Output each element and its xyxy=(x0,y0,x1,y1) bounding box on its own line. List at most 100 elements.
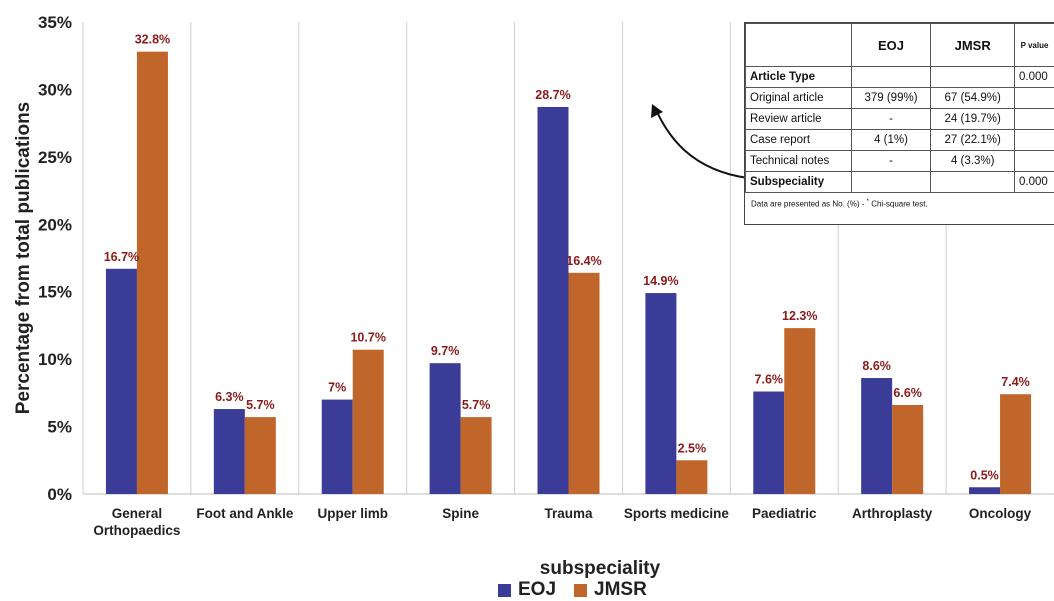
data-label-jmsr-paediatric: 12.3% xyxy=(782,309,817,323)
table-cell-pvalue xyxy=(1015,130,1054,151)
table-cell-label: Subspeciality xyxy=(746,172,852,193)
y-tick-label: 20% xyxy=(38,215,72,234)
legend-label-eoj: EOJ xyxy=(518,579,556,601)
table-cell-pvalue xyxy=(1015,109,1054,130)
data-label-jmsr-spine: 5.7% xyxy=(462,398,491,412)
footnote-text: Data are presented as No. (%) - xyxy=(751,200,864,209)
table-cell-eoj xyxy=(851,172,931,193)
data-label-eoj-general-orthopaedics: 16.7% xyxy=(104,250,139,264)
data-label-jmsr-trauma: 16.4% xyxy=(566,254,601,268)
x-tick-label: Paediatric xyxy=(752,506,817,521)
x-tick-label-line: Foot and Ankle xyxy=(196,506,293,521)
y-tick-label: 15% xyxy=(38,283,72,302)
table-cell-eoj: - xyxy=(851,151,931,172)
y-axis-title: Percentage from total publications xyxy=(13,102,35,415)
table-header-blank xyxy=(746,24,852,67)
bar-eoj-general-orthopaedics xyxy=(106,269,137,494)
data-label-jmsr-foot-and-ankle: 5.7% xyxy=(246,398,275,412)
table-cell-jmsr xyxy=(931,172,1015,193)
legend-item-eoj: EOJ xyxy=(498,579,556,601)
table-cell-pvalue xyxy=(1015,151,1054,172)
table-header-eoj: EOJ xyxy=(851,24,931,67)
data-label-eoj-sports-medicine: 14.9% xyxy=(643,274,678,288)
x-tick-label-line: Spine xyxy=(442,506,479,521)
table-row: Article Type 0.000 xyxy=(746,67,1054,88)
x-tick-label: General Orthopaedics xyxy=(93,506,180,538)
bar-eoj-upper-limb xyxy=(322,400,353,494)
x-tick-label-line: Upper limb xyxy=(317,506,388,521)
table-cell-eoj: 4 (1%) xyxy=(851,130,931,151)
table-cell-eoj: - xyxy=(851,109,931,130)
x-tick-label: Arthroplasty xyxy=(852,506,933,521)
x-tick-label-line: Arthroplasty xyxy=(852,506,933,521)
table-cell-pvalue: 0.000 xyxy=(1015,172,1054,193)
table-cell-pvalue: 0.000 xyxy=(1015,67,1054,88)
table-header-row: EOJ JMSR P value xyxy=(746,24,1054,67)
bar-eoj-spine xyxy=(430,363,461,494)
table-cell-jmsr: 4 (3.3%) xyxy=(931,151,1015,172)
table-row: Review article-24 (19.7%) xyxy=(746,109,1054,130)
table-cell-label: Original article xyxy=(746,88,852,109)
x-tick-label: Oncology xyxy=(969,506,1032,521)
data-label-eoj-spine: 9.7% xyxy=(431,344,460,358)
data-label-eoj-upper-limb: 7% xyxy=(328,381,346,395)
bar-jmsr-upper-limb xyxy=(353,350,384,494)
legend-swatch-eoj xyxy=(498,584,511,597)
y-tick-label: 10% xyxy=(38,350,72,369)
table-cell-jmsr: 67 (54.9%) xyxy=(931,88,1015,109)
legend: EOJ JMSR xyxy=(498,579,665,601)
x-tick-label-line: Paediatric xyxy=(752,506,817,521)
bar-jmsr-trauma xyxy=(569,273,600,494)
x-axis-title: subspeciality xyxy=(540,558,660,580)
table-cell-label: Article Type xyxy=(746,67,852,88)
table-row: Subspeciality 0.000 xyxy=(746,172,1054,193)
x-tick-label-line: Oncology xyxy=(969,506,1032,521)
annotation-arrow xyxy=(651,104,748,178)
bar-jmsr-foot-and-ankle xyxy=(245,417,276,494)
y-tick-label: 30% xyxy=(38,80,72,99)
data-label-jmsr-general-orthopaedics: 32.8% xyxy=(135,33,170,47)
x-tick-label-line: Trauma xyxy=(544,506,593,521)
bar-jmsr-spine xyxy=(461,417,492,494)
bar-jmsr-sports-medicine xyxy=(676,460,707,494)
footnote-mark: * xyxy=(867,199,869,205)
bar-jmsr-arthroplasty xyxy=(892,405,923,494)
bar-eoj-oncology xyxy=(969,487,1000,494)
bar-jmsr-general-orthopaedics xyxy=(137,52,168,494)
y-tick-label: 35% xyxy=(38,13,72,32)
data-label-eoj-paediatric: 7.6% xyxy=(755,373,784,387)
data-label-eoj-arthroplasty: 8.6% xyxy=(862,359,891,373)
legend-label-jmsr: JMSR xyxy=(594,579,647,601)
x-tick-label-line: Sports medicine xyxy=(624,506,730,521)
bar-eoj-trauma xyxy=(538,107,569,494)
table-cell-label: Case report xyxy=(746,130,852,151)
data-label-jmsr-oncology: 7.4% xyxy=(1001,375,1030,389)
table-cell-eoj xyxy=(851,67,931,88)
bar-eoj-foot-and-ankle xyxy=(214,409,245,494)
footnote-tail: Chi-square test. xyxy=(871,200,927,209)
bar-jmsr-paediatric xyxy=(784,328,815,494)
table-cell-jmsr: 27 (22.1%) xyxy=(931,130,1015,151)
x-tick-label: Spine xyxy=(442,506,479,521)
bar-eoj-arthroplasty xyxy=(861,378,892,494)
x-tick-label: Upper limb xyxy=(317,506,388,521)
y-tick-label: 5% xyxy=(47,418,72,437)
x-tick-label-line: General xyxy=(112,506,162,521)
x-tick-label-line: Orthopaedics xyxy=(93,523,180,538)
table-cell-label: Review article xyxy=(746,109,852,130)
table-cell-jmsr: 24 (19.7%) xyxy=(931,109,1015,130)
x-tick-label: Sports medicine xyxy=(624,506,730,521)
bar-eoj-paediatric xyxy=(753,392,784,494)
legend-item-jmsr: JMSR xyxy=(574,579,647,601)
table-header-pvalue: P value xyxy=(1015,24,1054,67)
data-label-eoj-trauma: 28.7% xyxy=(535,88,570,102)
legend-swatch-jmsr xyxy=(574,584,587,597)
table-cell-jmsr xyxy=(931,67,1015,88)
table-row: Technical notes-4 (3.3%) xyxy=(746,151,1054,172)
table-footnote: Data are presented as No. (%) - * Chi-sq… xyxy=(745,193,1054,209)
